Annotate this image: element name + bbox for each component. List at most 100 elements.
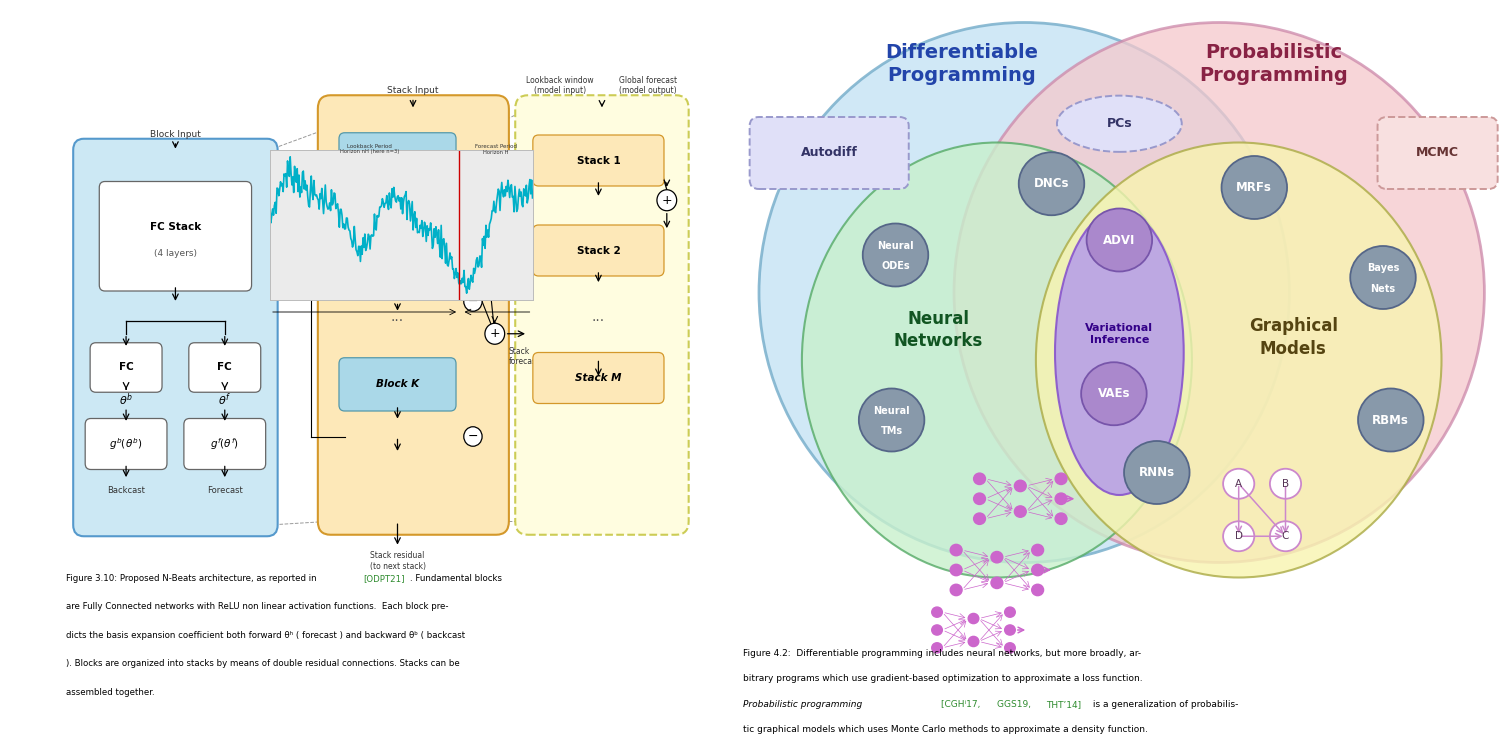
Circle shape <box>1032 544 1044 556</box>
Circle shape <box>1124 441 1190 504</box>
Text: B: B <box>1282 478 1288 489</box>
FancyBboxPatch shape <box>532 135 664 186</box>
Circle shape <box>1270 469 1300 499</box>
Text: GGS19,: GGS19, <box>998 700 1033 709</box>
Text: $g^f(\theta^f)$: $g^f(\theta^f)$ <box>210 436 240 452</box>
Circle shape <box>1019 152 1084 215</box>
Circle shape <box>1005 643 1016 653</box>
FancyBboxPatch shape <box>189 343 261 392</box>
Text: D: D <box>1234 531 1242 542</box>
Text: TMs: TMs <box>880 426 903 436</box>
Text: C: C <box>1282 531 1288 542</box>
FancyBboxPatch shape <box>86 419 166 470</box>
Ellipse shape <box>802 142 1192 578</box>
Text: Backcast: Backcast <box>106 486 146 495</box>
Circle shape <box>1358 388 1424 452</box>
Circle shape <box>932 625 942 635</box>
Text: Lookback window
(model input): Lookback window (model input) <box>526 76 594 95</box>
Text: Horizon H: Horizon H <box>483 149 508 154</box>
Text: Block 2: Block 2 <box>376 244 419 254</box>
Text: Block K: Block K <box>376 380 419 389</box>
Circle shape <box>1032 564 1044 576</box>
Text: Stack
forecast: Stack forecast <box>509 346 540 366</box>
Circle shape <box>932 643 942 653</box>
FancyBboxPatch shape <box>532 352 664 404</box>
Text: assembled together.: assembled together. <box>66 688 154 697</box>
Text: Probabilistic programming: Probabilistic programming <box>744 700 866 709</box>
Ellipse shape <box>759 22 1290 562</box>
Text: . Fundamental blocks: . Fundamental blocks <box>410 574 503 583</box>
Text: tic graphical models which uses Monte Carlo methods to approximate a density fun: tic graphical models which uses Monte Ca… <box>744 725 1149 734</box>
Text: DNCs: DNCs <box>1034 177 1070 190</box>
Ellipse shape <box>1036 142 1442 578</box>
Text: Probabilistic
Programming: Probabilistic Programming <box>1200 43 1348 85</box>
Text: −: − <box>468 205 478 218</box>
Text: −: − <box>468 295 478 308</box>
Text: (4 layers): (4 layers) <box>154 249 196 258</box>
Text: RBMs: RBMs <box>1372 413 1408 427</box>
Text: Variational
Inference: Variational Inference <box>1086 323 1154 344</box>
Text: Stack 2: Stack 2 <box>576 245 621 256</box>
Text: FC Stack: FC Stack <box>150 222 201 232</box>
Circle shape <box>1054 473 1066 484</box>
FancyBboxPatch shape <box>1377 117 1497 189</box>
Circle shape <box>1005 625 1016 635</box>
Text: THT’14]: THT’14] <box>1046 700 1082 709</box>
Circle shape <box>1054 513 1066 524</box>
Text: VAEs: VAEs <box>1098 387 1130 400</box>
Ellipse shape <box>954 22 1485 562</box>
Text: Neural
Networks: Neural Networks <box>894 310 983 350</box>
Text: Stack Input: Stack Input <box>387 86 439 95</box>
Text: are Fully Connected networks with ReLU non linear activation functions.  Each bl: are Fully Connected networks with ReLU n… <box>66 602 448 611</box>
Text: MCMC: MCMC <box>1416 146 1460 160</box>
FancyBboxPatch shape <box>514 95 688 535</box>
Circle shape <box>1222 521 1254 551</box>
Text: Horizon nH (here n=3): Horizon nH (here n=3) <box>340 149 399 154</box>
Circle shape <box>1054 493 1066 505</box>
Circle shape <box>950 584 962 596</box>
Text: Stack residual
(to next stack): Stack residual (to next stack) <box>369 551 426 571</box>
FancyBboxPatch shape <box>90 343 162 392</box>
Text: RNNs: RNNs <box>1138 466 1174 479</box>
FancyBboxPatch shape <box>99 182 252 291</box>
Circle shape <box>968 636 980 646</box>
Text: Neural: Neural <box>873 406 910 416</box>
Text: [CGHⁱ17,: [CGHⁱ17, <box>940 700 982 709</box>
Text: ···: ··· <box>392 314 404 328</box>
Text: is a generalization of probabilis-: is a generalization of probabilis- <box>1090 700 1239 709</box>
Text: Forecast: Forecast <box>207 486 243 495</box>
FancyBboxPatch shape <box>339 358 456 411</box>
Circle shape <box>464 292 482 311</box>
Text: Block Input: Block Input <box>150 130 201 139</box>
Text: Differentiable
Programming: Differentiable Programming <box>885 43 1038 85</box>
Circle shape <box>992 578 1004 589</box>
FancyBboxPatch shape <box>318 95 509 535</box>
Text: Block 1: Block 1 <box>376 154 419 164</box>
Ellipse shape <box>1054 210 1184 495</box>
FancyBboxPatch shape <box>339 223 456 276</box>
Circle shape <box>464 202 482 221</box>
Circle shape <box>950 544 962 556</box>
Circle shape <box>1014 506 1026 518</box>
Circle shape <box>1082 362 1146 425</box>
Circle shape <box>484 323 504 344</box>
Text: Lookback Period: Lookback Period <box>348 143 392 148</box>
Circle shape <box>932 607 942 617</box>
Text: Neural: Neural <box>878 241 914 250</box>
Circle shape <box>1222 469 1254 499</box>
Text: Graphical
Models: Graphical Models <box>1250 317 1338 358</box>
Text: Stack 1: Stack 1 <box>576 155 621 166</box>
Text: Figure 3.10: Proposed N-Beats architecture, as reported in: Figure 3.10: Proposed N-Beats architectu… <box>66 574 320 583</box>
Circle shape <box>974 473 986 484</box>
Circle shape <box>859 388 924 452</box>
Circle shape <box>974 513 986 524</box>
Text: Forecast Period: Forecast Period <box>474 143 516 148</box>
Text: ODEs: ODEs <box>880 261 910 271</box>
Text: Figure 4.2:  Differentiable programming includes neural networks, but more broad: Figure 4.2: Differentiable programming i… <box>744 649 1142 658</box>
Circle shape <box>992 551 1004 562</box>
Text: PCs: PCs <box>1107 117 1132 130</box>
FancyBboxPatch shape <box>339 133 456 186</box>
Circle shape <box>1014 480 1026 492</box>
Circle shape <box>1270 521 1300 551</box>
Text: Stack M: Stack M <box>574 373 621 383</box>
